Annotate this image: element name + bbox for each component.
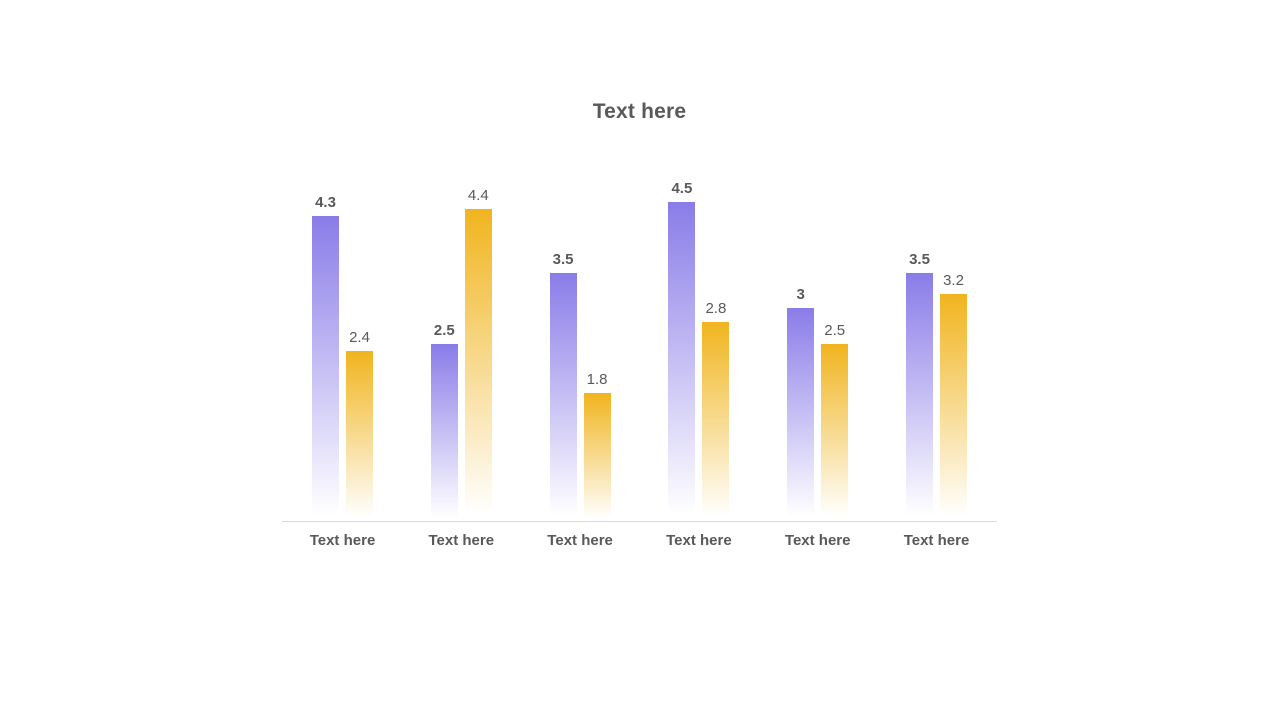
value-label-series-2-gold: 3.2 [943,271,964,289]
value-label-series-1-purple: 4.5 [671,179,693,197]
category-label: Text here [903,532,970,549]
value-label-series-2-gold: 2.8 [705,300,727,318]
chart-title: Text here [592,100,687,123]
bar-series-2-gold [346,350,373,521]
category-label: Text here [428,532,495,549]
value-label-series-1-purple: 3.5 [909,250,930,268]
bar-series-1-purple [906,272,933,521]
bar-series-2-gold [702,322,730,521]
bar-series-2-gold [583,393,611,521]
bar-group: 4.5 2.8 [668,150,730,521]
bar-series-1-purple [787,308,815,521]
bar-group: 2.5 4.4 [430,150,492,521]
category-label: Text here [309,532,376,549]
bar-series-1-purple [549,272,577,521]
value-label-series-1-purple: 2.5 [433,321,455,339]
category-label: Text here [547,532,613,549]
x-axis-line [282,521,997,522]
bar-group: 3 2.5 [787,150,849,521]
bar-group: 4.3 2.4 [312,150,373,521]
value-label-series-2-gold: 1.8 [586,371,608,389]
value-label-series-1-purple: 3.5 [552,250,574,268]
value-label-series-1-purple: 3 [796,286,805,303]
plot-area: 4.3 2.4 2.5 4.4 3.5 1.8 4.5 2.8 3 2.5 3.5 3.2 [282,150,997,521]
bar-series-1-purple [312,215,339,521]
bar-series-2-gold [940,293,967,521]
value-label-series-2-gold: 2.4 [349,328,370,346]
value-label-series-2-gold: 2.5 [824,321,846,339]
category-label: Text here [784,532,851,549]
bar-series-1-purple [430,343,458,521]
bar-series-1-purple [668,201,696,521]
category-label: Text here [666,532,732,549]
bar-group: 3.5 1.8 [549,150,611,521]
value-label-series-1-purple: 4.3 [315,193,336,211]
value-label-series-2-gold: 4.4 [467,186,489,204]
category-axis: Text here Text here Text here Text here Text… [282,532,997,554]
bar-series-2-gold [464,208,492,521]
bar-group: 3.5 3.2 [906,150,967,521]
bar-series-2-gold [821,343,849,521]
